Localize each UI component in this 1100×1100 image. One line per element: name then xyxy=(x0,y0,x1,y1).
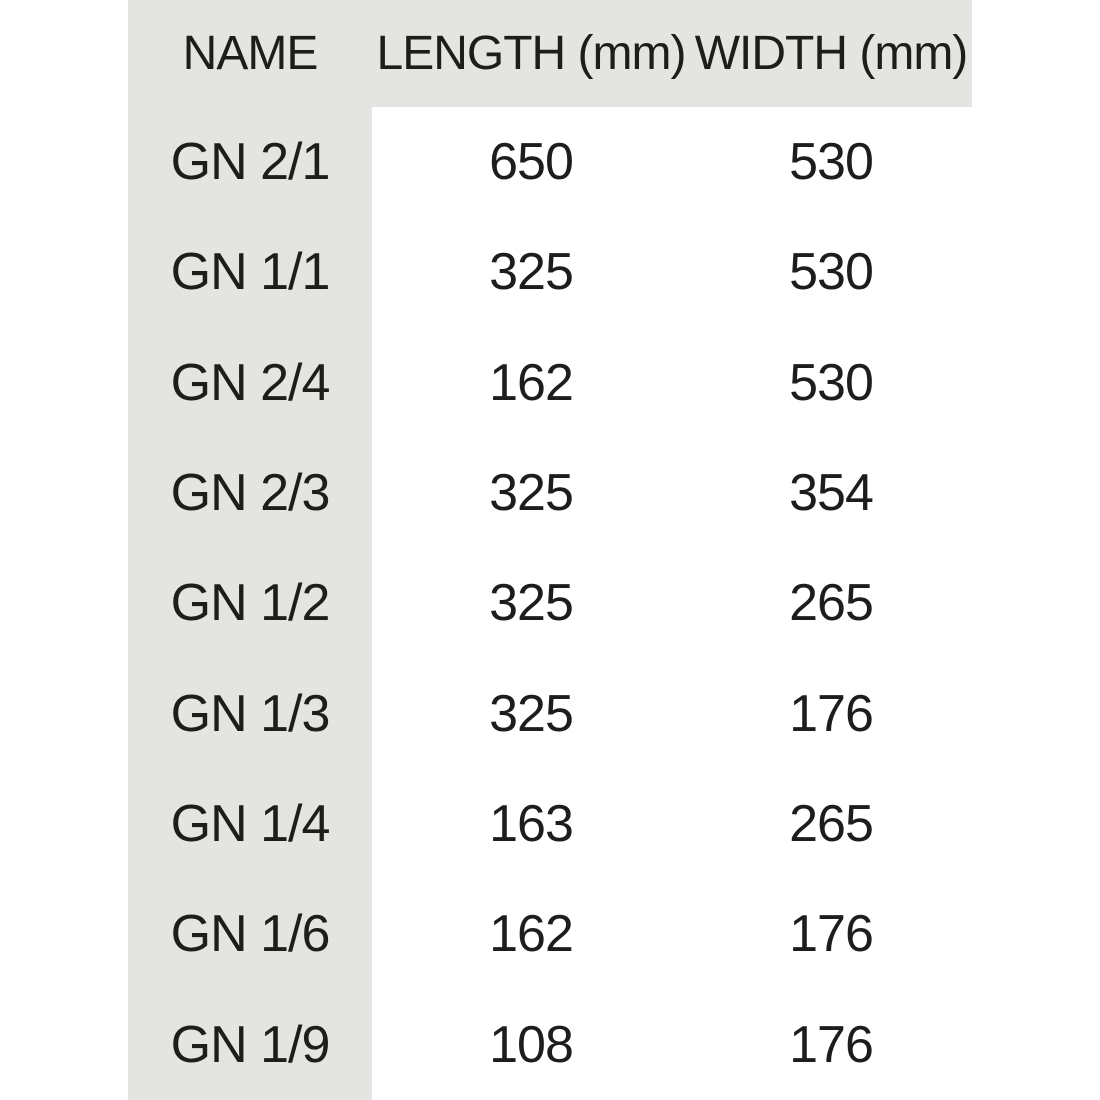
col-header-name: NAME xyxy=(182,26,319,80)
table-row: GN 2/1 650 530 xyxy=(128,107,972,217)
cell-width: 265 xyxy=(789,574,874,633)
table-header-row: NAME LENGTH (mm) WIDTH (mm) xyxy=(128,0,972,107)
name-column-band xyxy=(128,0,372,1100)
table-row: GN 1/3 325 176 xyxy=(128,658,972,768)
col-header-length: LENGTH (mm) xyxy=(376,26,687,80)
table-row: GN 1/2 325 265 xyxy=(128,548,972,658)
table-row: GN 1/6 162 176 xyxy=(128,879,972,989)
cell-name: GN 2/4 xyxy=(170,353,331,412)
cell-name: GN 2/1 xyxy=(170,133,331,192)
cell-width: 354 xyxy=(789,464,874,523)
table-row: GN 1/1 325 530 xyxy=(128,217,972,327)
cell-name: GN 1/4 xyxy=(170,794,331,853)
cell-width: 530 xyxy=(789,353,874,412)
cell-length: 325 xyxy=(489,464,574,523)
cell-name: GN 1/6 xyxy=(170,905,331,964)
cell-length: 325 xyxy=(489,243,574,302)
cell-length: 162 xyxy=(489,905,574,964)
col-header-width: WIDTH (mm) xyxy=(694,26,969,80)
table-row: GN 2/3 325 354 xyxy=(128,438,972,548)
cell-width: 530 xyxy=(789,243,874,302)
cell-length: 162 xyxy=(489,353,574,412)
table-row: GN 1/9 108 176 xyxy=(128,989,972,1099)
cell-name: GN 1/2 xyxy=(170,574,331,633)
cell-length: 325 xyxy=(489,574,574,633)
cell-length: 325 xyxy=(489,684,574,743)
cell-name: GN 1/3 xyxy=(170,684,331,743)
cell-width: 265 xyxy=(789,794,874,853)
table-row: GN 2/4 162 530 xyxy=(128,328,972,438)
cell-name: GN 2/3 xyxy=(170,464,331,523)
cell-name: GN 1/1 xyxy=(170,243,331,302)
cell-width: 176 xyxy=(789,905,874,964)
cell-width: 176 xyxy=(789,684,874,743)
cell-length: 650 xyxy=(489,133,574,192)
cell-length: 108 xyxy=(489,1015,574,1074)
cell-name: GN 1/9 xyxy=(170,1015,331,1074)
cell-width: 530 xyxy=(789,133,874,192)
cell-width: 176 xyxy=(789,1015,874,1074)
table-row: GN 1/4 163 265 xyxy=(128,769,972,879)
gn-size-table: NAME LENGTH (mm) WIDTH (mm) GN 2/1 650 5… xyxy=(128,0,972,1100)
cell-length: 163 xyxy=(489,794,574,853)
